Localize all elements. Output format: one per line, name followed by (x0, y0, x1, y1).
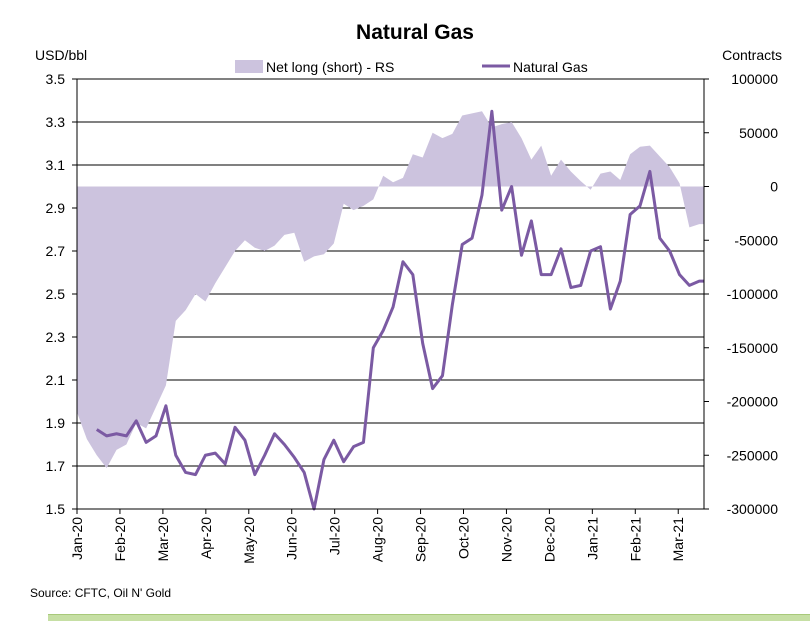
left-axis-ticks: 3.5 3.3 3.1 2.9 2.7 2.5 2.3 2.1 1.9 1.7 1.5 (46, 71, 77, 517)
left-tick-label: 3.3 (46, 114, 66, 130)
left-tick-label: 3.1 (46, 157, 66, 173)
natural-gas-line (95, 109, 704, 511)
right-tick-label: -50000 (734, 232, 778, 248)
x-tick-label: Jun-20 (284, 517, 300, 560)
x-tick-label: Apr-20 (198, 517, 214, 559)
x-axis-ticks: Jan-20 Feb-20 Mar-20 Apr-20 May-20 Jun-20 Jul-… (69, 509, 686, 564)
x-tick-label: Sep-20 (413, 517, 429, 562)
legend-swatch-net-long (235, 60, 263, 73)
x-tick-label: Dec-20 (541, 517, 557, 562)
right-axis-unit: Contracts (722, 47, 782, 63)
chart-title: Natural Gas (356, 21, 474, 44)
x-tick-label: Jan-20 (69, 517, 85, 560)
left-tick-label: 3.5 (46, 71, 66, 87)
left-tick-label: 2.9 (46, 200, 66, 216)
x-tick-label: Mar-20 (155, 517, 171, 562)
source-note: Source: CFTC, Oil N' Gold (30, 586, 171, 600)
x-tick-label: Mar-21 (670, 517, 686, 562)
left-tick-label: 2.7 (46, 243, 66, 259)
x-tick-label: Jul-20 (327, 517, 343, 555)
right-tick-label: -250000 (727, 447, 779, 463)
left-tick-label: 2.5 (46, 286, 66, 302)
x-tick-label: Feb-20 (112, 517, 128, 562)
x-tick-label: Nov-20 (498, 517, 514, 562)
right-axis-ticks: 100000 50000 0 -50000 -100000 -150000 -200000 -… (704, 71, 778, 517)
x-tick-label: Aug-20 (370, 517, 386, 562)
right-tick-label: -150000 (727, 340, 779, 356)
left-tick-label: 1.9 (46, 415, 66, 431)
legend-label-net-long: Net long (short) - RS (266, 59, 394, 75)
x-tick-label: Feb-21 (627, 517, 643, 562)
x-tick-label: Oct-20 (456, 517, 472, 559)
left-axis-unit: USD/bbl (35, 47, 87, 63)
x-tick-label: May-20 (241, 517, 257, 564)
left-tick-label: 1.5 (46, 501, 66, 517)
right-tick-label: -300000 (727, 501, 779, 517)
legend: Net long (short) - RS Natural Gas (235, 59, 588, 75)
legend-label-natural-gas: Natural Gas (513, 59, 588, 75)
x-tick-label: Jan-21 (584, 517, 600, 560)
left-tick-label: 1.7 (46, 458, 66, 474)
right-tick-label: -200000 (727, 394, 779, 410)
net-long-area (77, 111, 704, 469)
right-tick-label: 50000 (739, 125, 778, 141)
right-tick-label: 100000 (731, 71, 778, 87)
left-tick-label: 2.3 (46, 329, 66, 345)
right-tick-label: -100000 (727, 286, 779, 302)
right-tick-label: 0 (770, 179, 778, 195)
bottom-band (48, 614, 810, 621)
left-tick-label: 2.1 (46, 372, 66, 388)
